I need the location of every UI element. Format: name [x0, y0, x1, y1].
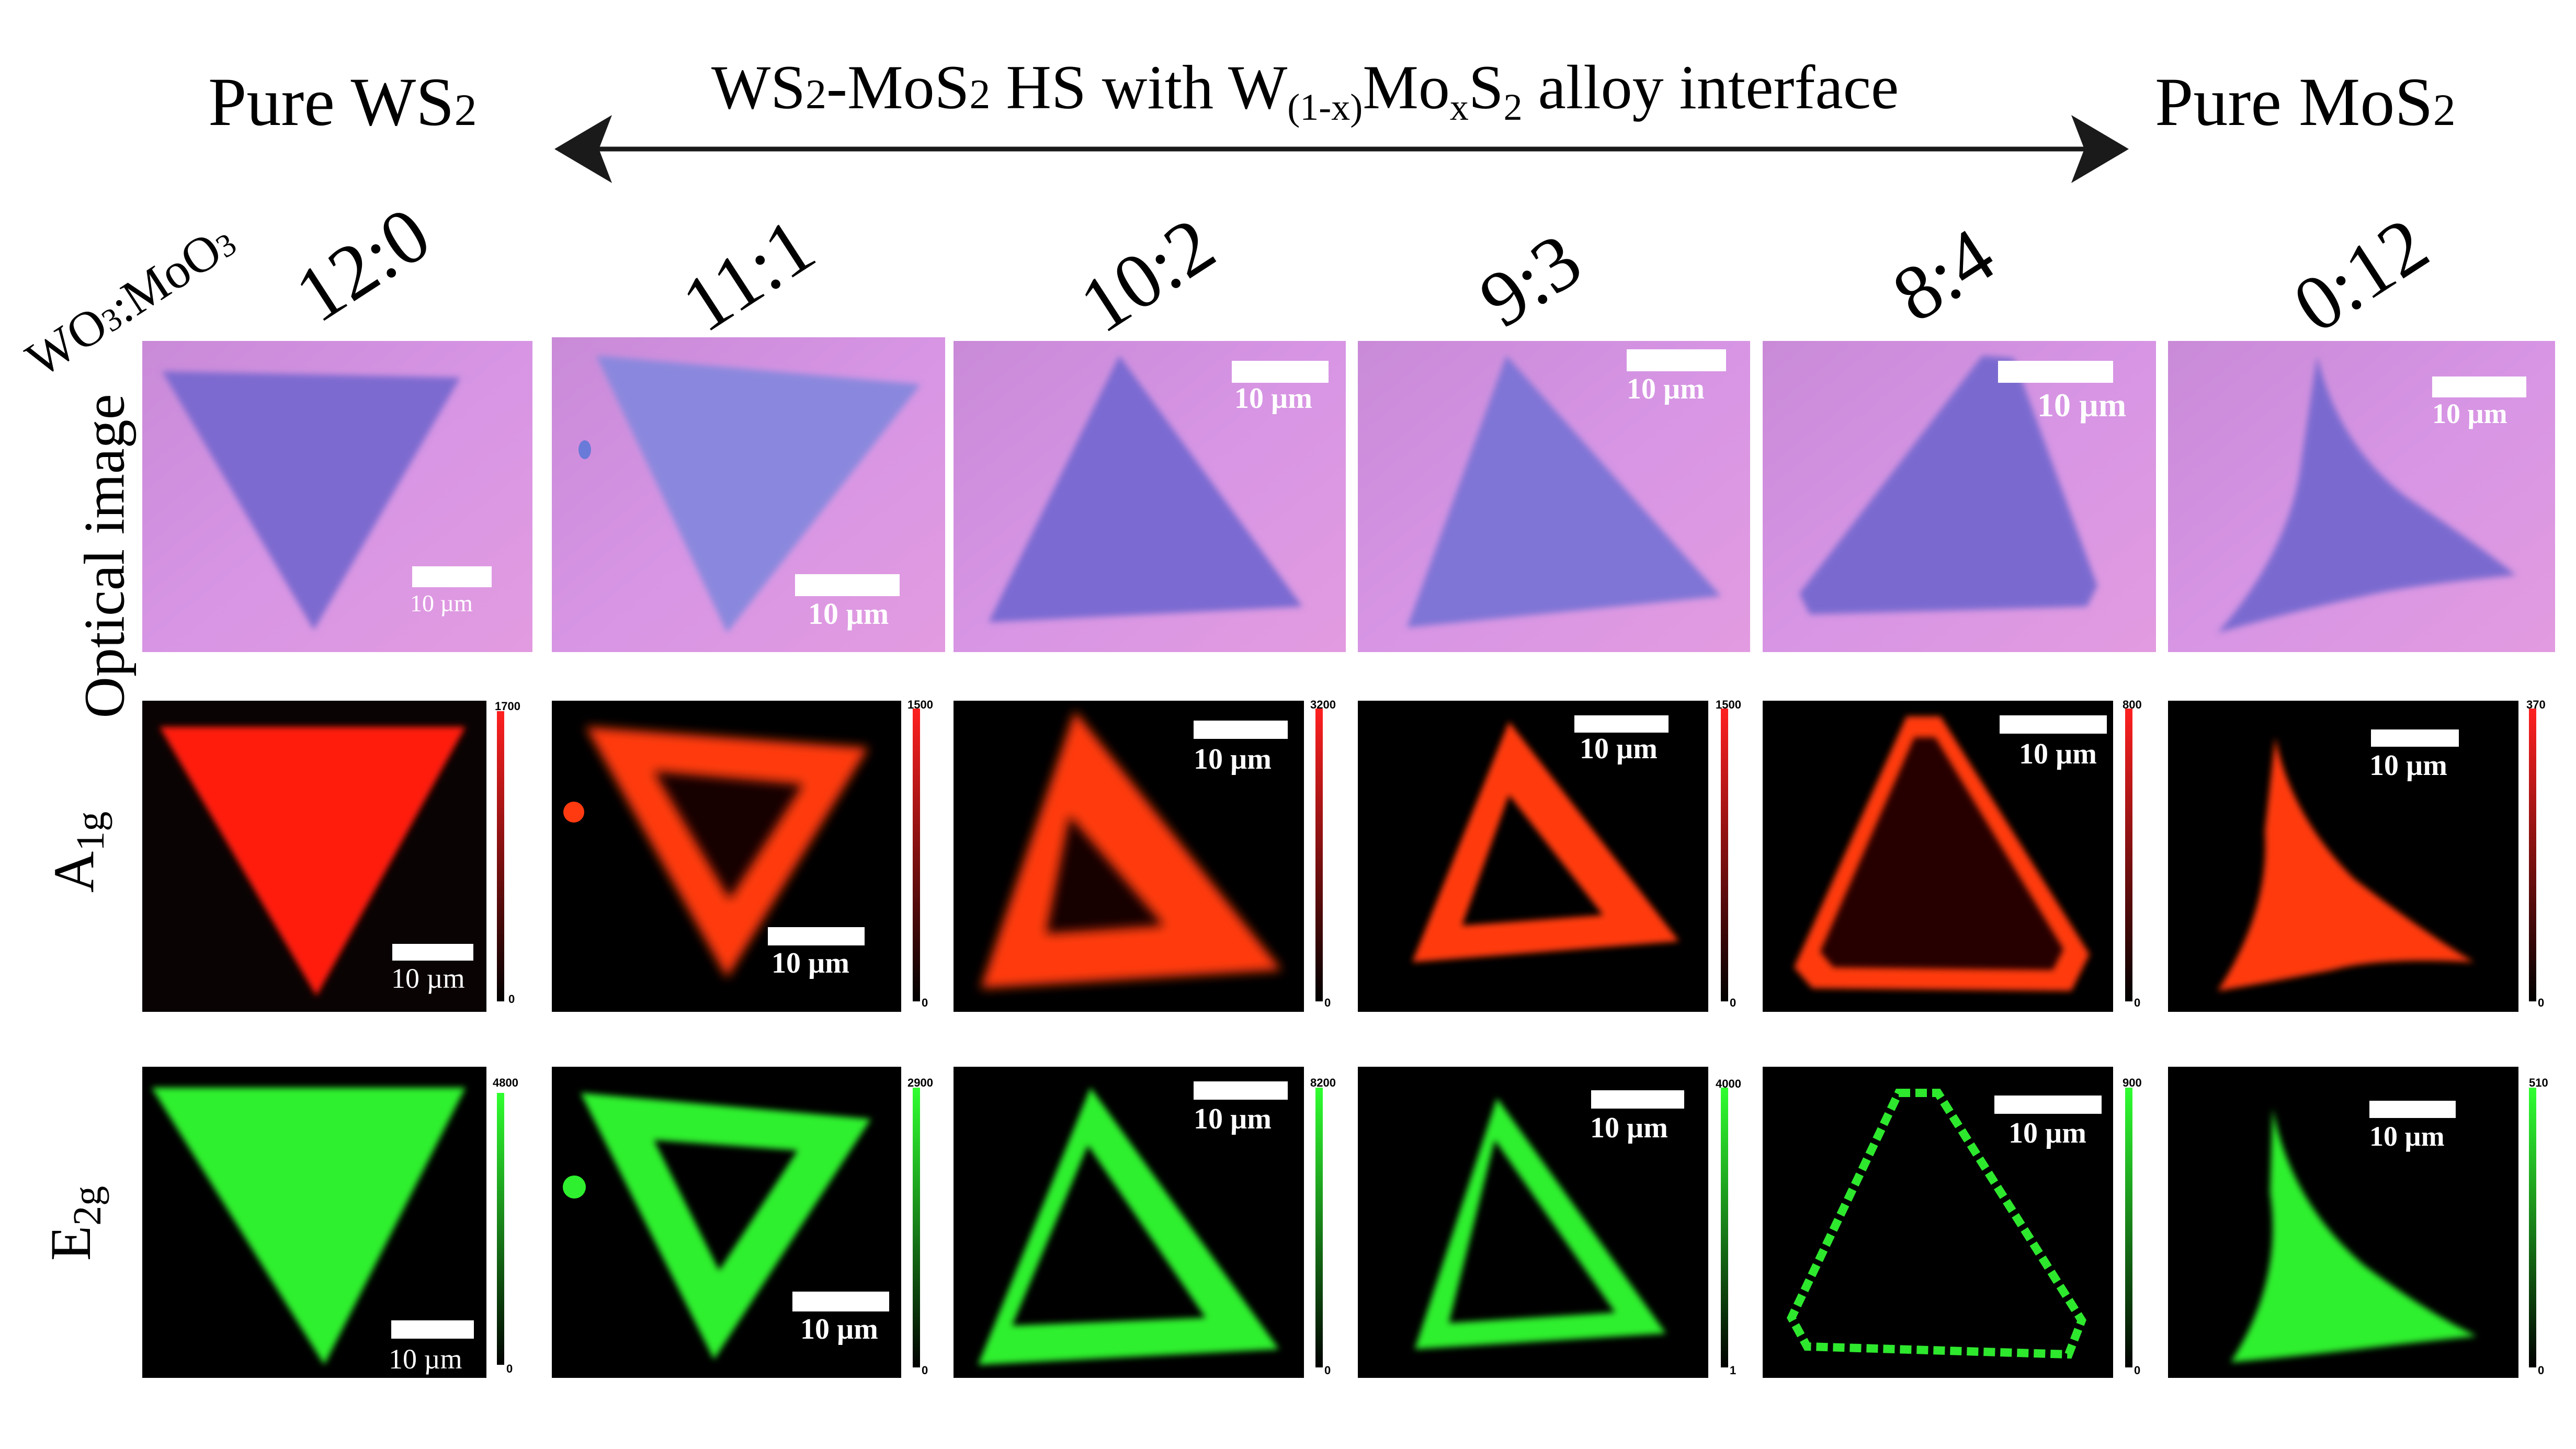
colorbar-min-label: 0	[922, 996, 928, 1009]
e2g-panel-3	[954, 1067, 1323, 1378]
scale-bar-label: 10 µm	[2037, 386, 2127, 424]
a1g-panel-4	[1358, 701, 1728, 1012]
colorbar-max-label: 4000	[1716, 1077, 1741, 1090]
scale-bar-label: 10 µm	[389, 1343, 462, 1375]
optical-panel-4	[1358, 341, 1750, 652]
e2g-panel-6	[2168, 1067, 2536, 1378]
scale-bar-label: 10 µm	[771, 947, 849, 979]
colorbar-max-label: 370	[2526, 698, 2546, 711]
scale-bar-label: 10 µm	[2432, 398, 2507, 429]
colorbar-max-label: 4800	[493, 1076, 518, 1089]
colorbar-max-label: 1700	[495, 700, 520, 713]
optical-panel-2	[552, 337, 945, 652]
colorbar-min-label: 0	[506, 1362, 513, 1375]
double-arrow-icon	[554, 115, 2129, 183]
scale-bar-label: 10 µm	[1194, 743, 1272, 775]
colorbar-max-label: 800	[2123, 698, 2142, 711]
scale-bar-label: 10 µm	[1627, 373, 1705, 405]
a1g-panel-1	[142, 701, 504, 1012]
colorbar-min-label: 0	[2134, 1364, 2141, 1377]
colorbar-min-label: 0	[922, 1364, 928, 1377]
colorbar-max-label: 1500	[907, 698, 933, 711]
colorbar-min-label: 0	[2538, 1364, 2545, 1377]
optical-panel-6	[2168, 341, 2555, 652]
scale-bar-label: 10 µm	[2369, 1121, 2445, 1152]
scale-bar-label: 10 µm	[800, 1313, 878, 1345]
colorbar-max-label: 510	[2529, 1076, 2548, 1089]
a1g-panel-5	[1763, 701, 2132, 1012]
heterostructure-title: WS2-MoS2 HS with W(1-x)MoxS2 alloy inter…	[711, 52, 1899, 128]
optical-panel-5	[1763, 341, 2156, 652]
colorbar-max-label: 900	[2123, 1076, 2142, 1089]
pure-mos2-title: Pure MoS2	[2155, 63, 2456, 140]
colorbar-min-label: 0	[2134, 996, 2141, 1009]
scale-bar-label: 10 µm	[391, 963, 465, 994]
scale-bar-label: 10 µm	[1580, 733, 1658, 765]
scale-bar-label: 10 µm	[410, 590, 473, 617]
colorbar-min-label: 0	[2538, 996, 2545, 1009]
a1g-panel-2	[552, 701, 920, 1012]
colorbar-min-label: 1	[1730, 1364, 1737, 1377]
colorbar-min-label: 0	[508, 992, 515, 1006]
colorbar-min-label: 0	[1730, 996, 1737, 1009]
scale-bar-label: 10 µm	[1234, 382, 1312, 415]
colorbar-max-label: 1500	[1716, 698, 1741, 711]
e2g-panel-5	[1763, 1067, 2132, 1378]
colorbar-min-label: 0	[1324, 996, 1331, 1009]
e2g-panel-4	[1358, 1067, 1728, 1378]
scale-bar-label: 10 µm	[1194, 1103, 1272, 1135]
scale-bar-label: 10 µm	[808, 597, 889, 631]
optical-panel-1	[142, 341, 532, 652]
e2g-panel-1	[142, 1067, 504, 1378]
colorbar-max-label: 8200	[1310, 1076, 1336, 1089]
a1g-panel-6	[2168, 701, 2536, 1012]
optical-panel-3	[954, 341, 1346, 652]
scale-bar-label: 10 µm	[1590, 1112, 1668, 1144]
scale-bar-label: 10 µm	[2019, 738, 2097, 770]
scale-bar-label: 10 µm	[2008, 1117, 2086, 1149]
colorbar-max-label: 3200	[1310, 698, 1336, 711]
colorbar-max-label: 2900	[907, 1076, 933, 1089]
colorbar-min-label: 0	[1324, 1364, 1331, 1377]
pure-ws2-title: Pure WS2	[208, 63, 477, 140]
a1g-panel-3	[954, 701, 1323, 1012]
scale-bar-label: 10 µm	[2369, 749, 2447, 782]
e2g-panel-2	[552, 1067, 920, 1378]
